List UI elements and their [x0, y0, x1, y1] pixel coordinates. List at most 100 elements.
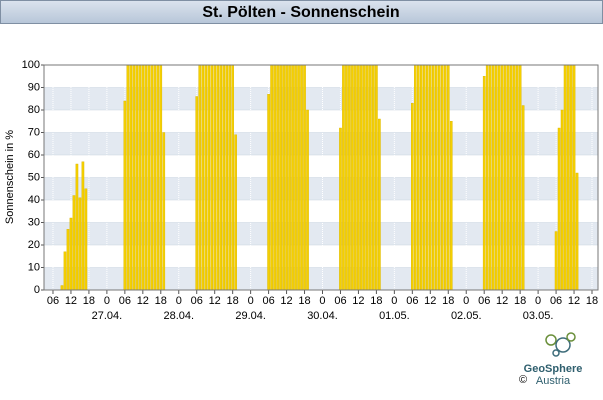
x-tick-label: 18 [586, 295, 598, 307]
bar [440, 64, 444, 291]
bar [63, 251, 67, 291]
bar [66, 229, 70, 291]
bar [153, 64, 157, 291]
bar [144, 64, 148, 291]
y-axis-label: Sonnenschein in % [4, 130, 16, 224]
bar [267, 94, 270, 291]
x-tick-label: 12 [352, 295, 364, 307]
bar [303, 64, 306, 291]
bar [363, 64, 366, 291]
x-tick-label: 0 [104, 295, 110, 307]
bar [234, 134, 237, 291]
bar [443, 64, 447, 291]
x-tick-label: 06 [47, 295, 59, 307]
x-tick-label: 12 [424, 295, 436, 307]
bar [423, 64, 426, 291]
bar [345, 64, 348, 291]
bar [560, 109, 564, 291]
bar [123, 100, 127, 291]
y-tick-label: 40 [28, 194, 40, 206]
chart-title: St. Pölten - Sonnenschein [202, 4, 399, 21]
bar [342, 64, 345, 291]
bar [285, 64, 288, 291]
bar [231, 64, 234, 291]
y-tick-label: 0 [34, 284, 40, 296]
bar [506, 64, 510, 291]
bar [69, 217, 73, 291]
bar [78, 197, 82, 291]
bar [228, 64, 231, 291]
bar [426, 64, 429, 291]
x-tick-label: 12 [568, 295, 580, 307]
grid-band [44, 87, 598, 110]
bar [129, 64, 133, 291]
plot-frame [43, 64, 599, 291]
bar [509, 64, 513, 291]
x-tick-label: 0 [463, 295, 469, 307]
bar [434, 64, 438, 291]
x-tick-label: 06 [119, 295, 131, 307]
x-tick-label: 18 [298, 295, 310, 307]
x-tick-label: 0 [319, 295, 325, 307]
date-label: 28.04. [163, 310, 194, 322]
y-tick-label: 50 [28, 171, 40, 183]
bar [201, 64, 205, 291]
y-tick-label: 100 [22, 59, 40, 71]
y-tick-label: 60 [28, 149, 40, 161]
bar [563, 64, 567, 291]
copyright: © [519, 374, 527, 386]
bar [60, 285, 64, 291]
x-tick-label: 12 [137, 295, 149, 307]
grid-band [44, 132, 598, 155]
bar [411, 103, 414, 291]
bar [273, 64, 276, 291]
bar [369, 64, 372, 291]
bar [291, 64, 294, 291]
bar [81, 161, 85, 291]
bar [494, 64, 498, 291]
bar [162, 132, 166, 291]
bar [575, 172, 579, 291]
bar [150, 64, 154, 291]
bar [216, 64, 219, 291]
logo-sub: Austria [536, 375, 571, 387]
bar [354, 64, 357, 291]
logo-name: GeoSphere [524, 363, 583, 375]
bar [366, 64, 369, 291]
bar [132, 64, 136, 291]
x-tick-label: 06 [550, 295, 562, 307]
bar [276, 64, 279, 291]
x-tick-label: 12 [209, 295, 221, 307]
bar [141, 64, 145, 291]
bar [84, 188, 88, 291]
bar [147, 64, 151, 291]
date-label: 01.05. [379, 310, 410, 322]
bar [138, 64, 142, 291]
bar [213, 64, 216, 291]
bar [518, 64, 522, 291]
bar [339, 127, 342, 291]
bar [554, 231, 558, 291]
bar [288, 64, 291, 291]
bar [417, 64, 420, 291]
bar [414, 64, 417, 291]
x-tick-label: 18 [155, 295, 167, 307]
bar [270, 64, 273, 291]
bar [282, 64, 285, 291]
bar [429, 64, 432, 291]
date-label: 30.04. [307, 310, 338, 322]
bar [512, 64, 516, 291]
bar [75, 163, 79, 291]
bar [297, 64, 300, 291]
bar [195, 96, 199, 291]
bar [566, 64, 570, 291]
bar [135, 64, 139, 291]
x-tick-label: 12 [496, 295, 508, 307]
bar [420, 64, 423, 291]
y-tick-label: 70 [28, 126, 40, 138]
x-tick-label: 06 [406, 295, 418, 307]
x-tick-label: 18 [370, 295, 382, 307]
bar [569, 64, 573, 291]
grid-band [44, 177, 598, 200]
